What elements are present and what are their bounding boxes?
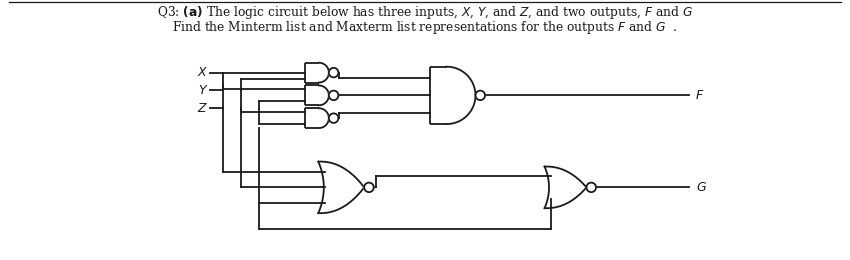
Text: G: G xyxy=(696,181,706,194)
Circle shape xyxy=(364,183,374,192)
Text: X: X xyxy=(197,66,206,79)
Circle shape xyxy=(475,91,485,100)
Text: Q3: $\mathbf{(a)}$ The logic circuit below has three inputs, $\it{X}$, $\it{Y}$,: Q3: $\mathbf{(a)}$ The logic circuit bel… xyxy=(157,4,693,21)
Circle shape xyxy=(586,183,596,192)
Circle shape xyxy=(329,113,338,123)
Circle shape xyxy=(329,91,338,100)
Text: Find the Minterm list and Maxterm list representations for the outputs $\it{F}$ : Find the Minterm list and Maxterm list r… xyxy=(173,19,677,36)
Text: Z: Z xyxy=(197,102,206,115)
Circle shape xyxy=(329,68,338,77)
Text: F: F xyxy=(696,89,703,102)
Text: Y: Y xyxy=(198,84,206,97)
